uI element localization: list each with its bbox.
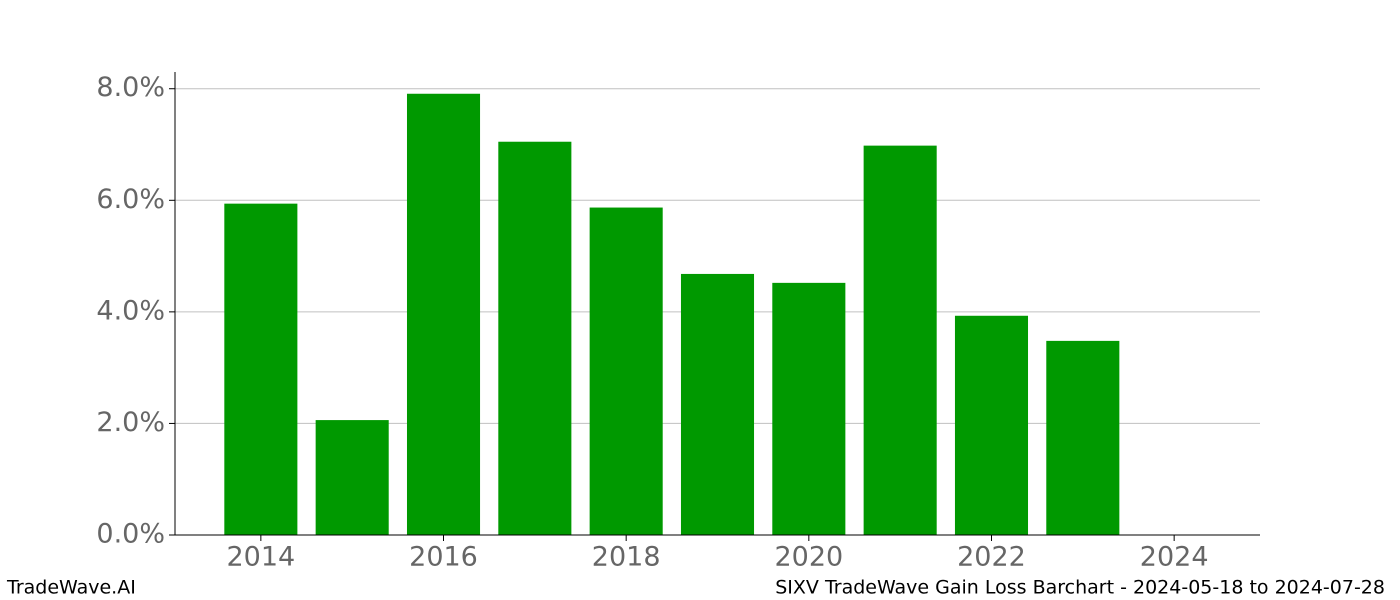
bar xyxy=(589,207,663,535)
bar xyxy=(863,145,937,535)
y-tick-label: 6.0% xyxy=(96,184,165,215)
y-tick-label: 4.0% xyxy=(96,295,165,326)
bar xyxy=(315,420,389,535)
watermark: TradeWave.AI xyxy=(6,577,136,599)
x-tick-label: 2014 xyxy=(226,542,295,573)
y-tick-label: 2.0% xyxy=(96,407,165,438)
x-tick-label: 2024 xyxy=(1140,542,1209,573)
bar xyxy=(1046,340,1120,535)
y-tick-label: 0.0% xyxy=(96,519,165,550)
x-tick-label: 2020 xyxy=(774,542,843,573)
bar xyxy=(954,315,1029,535)
chart-title: SIXV TradeWave Gain Loss Barchart - 2024… xyxy=(775,577,1385,599)
bar xyxy=(680,273,755,535)
x-tick-label: 2022 xyxy=(957,542,1026,573)
bar xyxy=(498,141,572,535)
bar xyxy=(772,282,846,535)
bar xyxy=(406,93,481,535)
bar xyxy=(224,203,298,535)
y-tick-label: 8.0% xyxy=(96,72,165,103)
x-tick-label: 2018 xyxy=(592,542,661,573)
x-tick-label: 2016 xyxy=(409,542,478,573)
